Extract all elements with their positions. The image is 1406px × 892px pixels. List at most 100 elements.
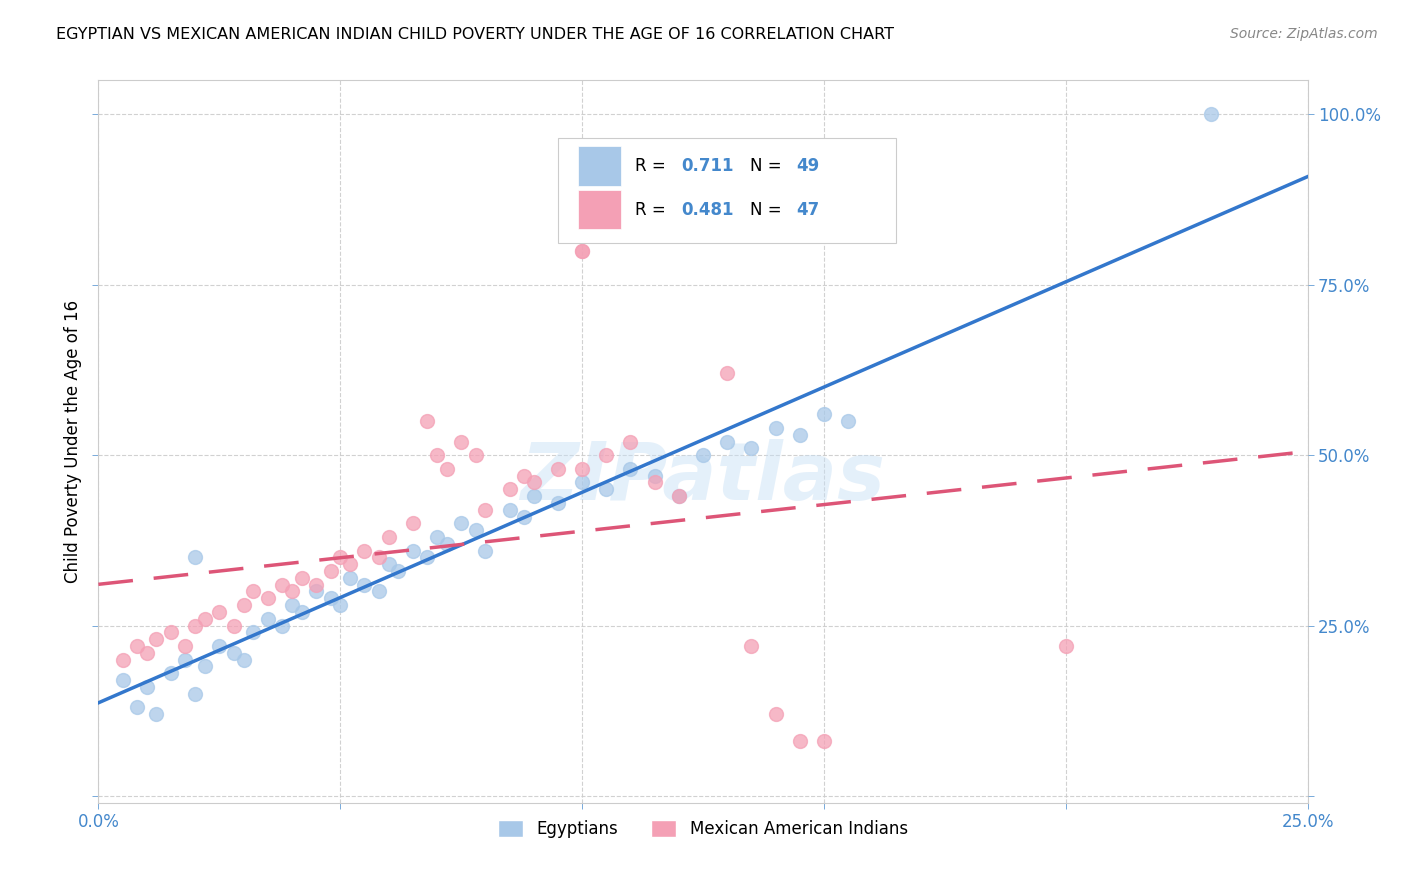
Point bbox=[368, 584, 391, 599]
Point bbox=[222, 618, 245, 632]
Point bbox=[740, 442, 762, 456]
Text: ZIPatlas: ZIPatlas bbox=[520, 439, 886, 516]
Point bbox=[416, 550, 439, 565]
Point bbox=[416, 414, 439, 428]
Point bbox=[256, 591, 278, 606]
Point bbox=[242, 584, 264, 599]
Point bbox=[377, 530, 399, 544]
Point bbox=[208, 605, 231, 619]
Point bbox=[184, 618, 207, 632]
Point bbox=[271, 577, 294, 591]
FancyBboxPatch shape bbox=[578, 146, 621, 186]
Text: Source: ZipAtlas.com: Source: ZipAtlas.com bbox=[1230, 27, 1378, 41]
Point bbox=[1199, 107, 1222, 121]
Point bbox=[111, 653, 134, 667]
Point bbox=[692, 448, 714, 462]
Point bbox=[194, 659, 217, 673]
Point bbox=[498, 502, 520, 516]
Point bbox=[765, 421, 787, 435]
Point bbox=[402, 543, 425, 558]
Point bbox=[174, 639, 197, 653]
Point bbox=[426, 448, 449, 462]
Point bbox=[436, 537, 458, 551]
Point bbox=[145, 632, 167, 647]
Point bbox=[765, 707, 787, 722]
Point bbox=[789, 427, 811, 442]
Point bbox=[436, 462, 458, 476]
Point bbox=[595, 482, 617, 496]
Point bbox=[160, 666, 183, 681]
Point bbox=[208, 639, 231, 653]
Point bbox=[595, 448, 617, 462]
Text: R =: R = bbox=[636, 201, 671, 219]
Point bbox=[127, 639, 149, 653]
Point bbox=[571, 462, 593, 476]
Point bbox=[242, 625, 264, 640]
Text: EGYPTIAN VS MEXICAN AMERICAN INDIAN CHILD POVERTY UNDER THE AGE OF 16 CORRELATIO: EGYPTIAN VS MEXICAN AMERICAN INDIAN CHIL… bbox=[56, 27, 894, 42]
Point bbox=[135, 646, 157, 660]
Point bbox=[450, 434, 472, 449]
Point bbox=[305, 584, 328, 599]
Point bbox=[290, 605, 312, 619]
Point bbox=[474, 543, 496, 558]
Point bbox=[716, 434, 738, 449]
Point bbox=[222, 646, 245, 660]
Point bbox=[571, 475, 593, 490]
Point bbox=[194, 612, 217, 626]
FancyBboxPatch shape bbox=[558, 138, 897, 243]
Text: 47: 47 bbox=[796, 201, 820, 219]
Point bbox=[319, 591, 342, 606]
Text: N =: N = bbox=[751, 157, 787, 175]
Point bbox=[789, 734, 811, 748]
Point bbox=[402, 516, 425, 531]
Point bbox=[498, 482, 520, 496]
Point bbox=[474, 502, 496, 516]
Point bbox=[160, 625, 183, 640]
Point bbox=[111, 673, 134, 687]
Point bbox=[281, 598, 304, 612]
Point bbox=[174, 653, 197, 667]
Point bbox=[619, 462, 641, 476]
Point bbox=[813, 734, 835, 748]
Point bbox=[464, 448, 486, 462]
Y-axis label: Child Poverty Under the Age of 16: Child Poverty Under the Age of 16 bbox=[63, 300, 82, 583]
Legend: Egyptians, Mexican American Indians: Egyptians, Mexican American Indians bbox=[491, 814, 915, 845]
Text: 0.481: 0.481 bbox=[682, 201, 734, 219]
Point bbox=[184, 687, 207, 701]
Text: R =: R = bbox=[636, 157, 671, 175]
Point bbox=[256, 612, 278, 626]
Point bbox=[668, 489, 690, 503]
Point bbox=[339, 558, 361, 572]
Point bbox=[740, 639, 762, 653]
Point bbox=[426, 530, 449, 544]
Point bbox=[387, 564, 409, 578]
Point bbox=[523, 475, 546, 490]
Point bbox=[232, 598, 254, 612]
Point bbox=[513, 468, 536, 483]
Point bbox=[368, 550, 391, 565]
Point bbox=[644, 475, 666, 490]
Point bbox=[547, 496, 569, 510]
Point bbox=[571, 244, 593, 258]
Point bbox=[232, 653, 254, 667]
Point bbox=[619, 434, 641, 449]
Point bbox=[571, 244, 593, 258]
Point bbox=[127, 700, 149, 714]
Point bbox=[668, 489, 690, 503]
Point bbox=[305, 577, 328, 591]
Text: N =: N = bbox=[751, 201, 787, 219]
Point bbox=[464, 523, 486, 537]
Point bbox=[523, 489, 546, 503]
Point bbox=[547, 462, 569, 476]
Point bbox=[837, 414, 859, 428]
Point bbox=[716, 367, 738, 381]
Text: 49: 49 bbox=[796, 157, 820, 175]
Point bbox=[184, 550, 207, 565]
Point bbox=[329, 550, 352, 565]
Point bbox=[377, 558, 399, 572]
Point bbox=[450, 516, 472, 531]
Text: 0.711: 0.711 bbox=[682, 157, 734, 175]
Point bbox=[145, 707, 167, 722]
Point bbox=[353, 543, 375, 558]
FancyBboxPatch shape bbox=[578, 190, 621, 229]
